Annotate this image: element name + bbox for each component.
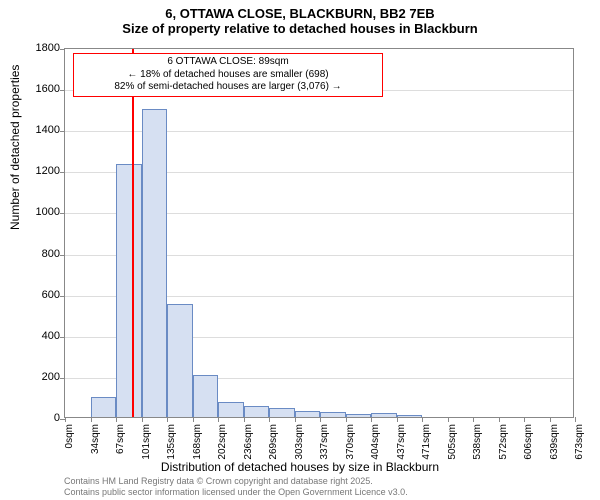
ytick-label: 400 [26, 330, 60, 342]
xtick-label: 437sqm [396, 424, 407, 466]
ytick-mark [60, 337, 65, 338]
xtick-label: 101sqm [141, 424, 152, 466]
ytick-mark [60, 296, 65, 297]
xtick-label: 639sqm [549, 424, 560, 466]
xtick-label: 269sqm [268, 424, 279, 466]
xtick-mark [167, 417, 168, 422]
histogram-bar [371, 413, 397, 417]
xtick-mark [371, 417, 372, 422]
xtick-label: 303sqm [294, 424, 305, 466]
xtick-mark [295, 417, 296, 422]
xtick-mark [218, 417, 219, 422]
ytick-mark [60, 49, 65, 50]
xtick-label: 538sqm [472, 424, 483, 466]
xtick-label: 67sqm [115, 424, 126, 466]
ytick-mark [60, 172, 65, 173]
xtick-mark [499, 417, 500, 422]
ytick-label: 1200 [26, 165, 60, 177]
xtick-label: 236sqm [243, 424, 254, 466]
annotation-line-3: 82% of semi-detached houses are larger (… [78, 81, 378, 94]
ytick-label: 1400 [26, 124, 60, 136]
xtick-label: 370sqm [345, 424, 356, 466]
xtick-label: 202sqm [217, 424, 228, 466]
annotation-line-1: 6 OTTAWA CLOSE: 89sqm [78, 56, 378, 69]
histogram-bar [193, 375, 219, 417]
ytick-mark [60, 378, 65, 379]
xtick-label: 337sqm [319, 424, 330, 466]
xtick-mark [65, 417, 66, 422]
page-title: 6, OTTAWA CLOSE, BLACKBURN, BB2 7EB [0, 6, 600, 21]
ytick-label: 0 [26, 412, 60, 424]
reference-line [132, 49, 134, 417]
chart-footnote: Contains HM Land Registry data © Crown c… [64, 476, 408, 498]
xtick-label: 34sqm [90, 424, 101, 466]
xtick-mark [116, 417, 117, 422]
histogram-bar [142, 109, 168, 417]
annotation-box: 6 OTTAWA CLOSE: 89sqm← 18% of detached h… [73, 53, 383, 97]
xtick-mark [550, 417, 551, 422]
xtick-mark [422, 417, 423, 422]
xtick-mark [244, 417, 245, 422]
histogram-bar [320, 412, 346, 417]
xtick-mark [524, 417, 525, 422]
xtick-mark [193, 417, 194, 422]
xtick-mark [320, 417, 321, 422]
xtick-mark [346, 417, 347, 422]
xtick-mark [397, 417, 398, 422]
xtick-label: 135sqm [166, 424, 177, 466]
histogram-bar [295, 411, 321, 417]
footnote-line-1: Contains HM Land Registry data © Crown c… [64, 476, 408, 487]
ytick-label: 1600 [26, 83, 60, 95]
histogram-bar [346, 414, 372, 417]
histogram-bar [167, 304, 193, 417]
histogram-bar [244, 406, 270, 417]
xtick-label: 168sqm [192, 424, 203, 466]
xtick-mark [448, 417, 449, 422]
ytick-label: 200 [26, 371, 60, 383]
chart-plot-area: 6 OTTAWA CLOSE: 89sqm← 18% of detached h… [64, 48, 574, 418]
y-axis-label: Number of detached properties [8, 65, 22, 230]
ytick-label: 600 [26, 289, 60, 301]
xtick-label: 505sqm [447, 424, 458, 466]
xtick-mark [575, 417, 576, 422]
ytick-mark [60, 90, 65, 91]
ytick-mark [60, 131, 65, 132]
xtick-mark [473, 417, 474, 422]
histogram-bar [269, 408, 295, 417]
histogram-bar [91, 397, 117, 417]
histogram-bar [116, 164, 142, 417]
xtick-label: 471sqm [421, 424, 432, 466]
ytick-label: 1000 [26, 206, 60, 218]
xtick-label: 673sqm [574, 424, 585, 466]
page-subtitle: Size of property relative to detached ho… [0, 21, 600, 36]
annotation-line-2: ← 18% of detached houses are smaller (69… [78, 69, 378, 82]
xtick-mark [91, 417, 92, 422]
ytick-mark [60, 255, 65, 256]
xtick-mark [142, 417, 143, 422]
ytick-label: 800 [26, 248, 60, 260]
xtick-label: 572sqm [498, 424, 509, 466]
xtick-label: 404sqm [370, 424, 381, 466]
xtick-mark [269, 417, 270, 422]
footnote-line-2: Contains public sector information licen… [64, 487, 408, 498]
xtick-label: 0sqm [64, 424, 75, 466]
histogram-bar [397, 415, 423, 417]
ytick-label: 1800 [26, 42, 60, 54]
histogram-bar [218, 402, 244, 417]
ytick-mark [60, 213, 65, 214]
xtick-label: 606sqm [523, 424, 534, 466]
